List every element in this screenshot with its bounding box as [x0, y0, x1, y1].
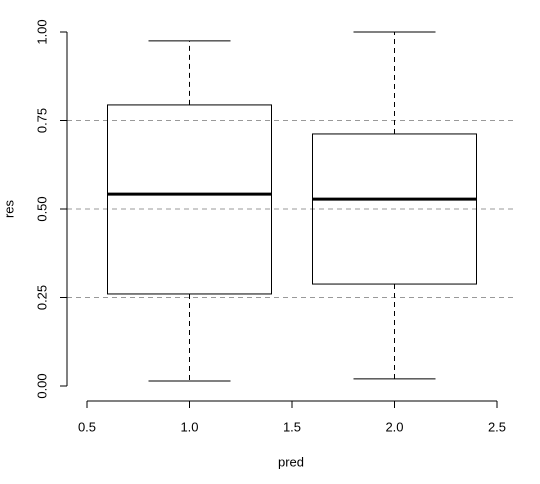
box [107, 104, 272, 295]
y-tick-label: 1.00 [34, 19, 49, 44]
x-tick-label: 2.5 [488, 419, 506, 434]
x-axis-label: pred [278, 454, 304, 469]
y-tick-label: 0.25 [34, 285, 49, 310]
x-tick-label: 1.5 [283, 419, 301, 434]
y-tick-label: 0.00 [34, 373, 49, 398]
x-tick-label: 1.0 [180, 419, 198, 434]
x-tick-label: 0.5 [78, 419, 96, 434]
y-axis-label: res [1, 199, 16, 218]
y-tick-label: 0.75 [34, 108, 49, 133]
box [312, 133, 477, 285]
y-tick-label: 0.50 [34, 196, 49, 221]
x-tick-label: 2.0 [385, 419, 403, 434]
